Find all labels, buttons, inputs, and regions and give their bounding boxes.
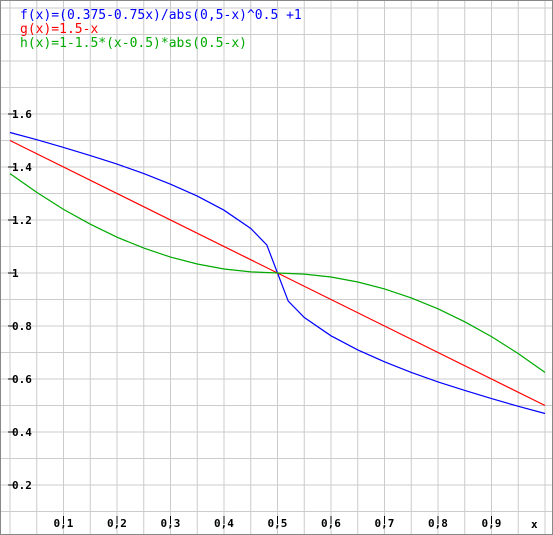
y-tick-label: 1 xyxy=(12,267,19,280)
series-line-3 xyxy=(9,173,546,373)
legend-entry-2: g(x)=1.5-x xyxy=(20,22,98,37)
legend: f(x)=(0.375-0.75x)/abs(0,5-x)^0.5 +1g(x)… xyxy=(20,8,302,51)
x-axis-label: x xyxy=(531,518,538,531)
x-tick-label: 0,8 xyxy=(428,517,448,530)
legend-entry-1: f(x)=(0.375-0.75x)/abs(0,5-x)^0.5 +1 xyxy=(20,8,302,23)
y-tick-label: 0.8 xyxy=(12,320,32,333)
x-tick-label: 0,5 xyxy=(268,517,288,530)
tick-labels: 0.2 0.4 0.6 0.8 1 1.2 1.4 1.6 0,1 0,2 0,3 0,4 0,5 0,6… xyxy=(8,108,538,531)
x-tick-label: 0,4 xyxy=(214,517,234,530)
x-tick-label: 0,3 xyxy=(161,517,181,530)
x-tick-label: 0,7 xyxy=(375,517,395,530)
x-tick-label: 0,6 xyxy=(321,517,341,530)
y-tick-label: 1.6 xyxy=(12,108,32,121)
y-tick-label: 0.2 xyxy=(12,479,32,492)
y-tick-label: 0.6 xyxy=(12,373,32,386)
legend-entry-3: h(x)=1-1.5*(x-0.5)*abs(0.5-x) xyxy=(20,36,247,51)
x-tick-label: 0,9 xyxy=(482,517,502,530)
y-tick-label: 0.4 xyxy=(12,426,32,439)
series-lines xyxy=(9,131,546,415)
y-tick-label: 1.2 xyxy=(12,214,32,227)
x-tick-label: 0,1 xyxy=(54,517,74,530)
y-tick-label: 1.4 xyxy=(12,161,32,174)
x-tick-label: 0,2 xyxy=(107,517,127,530)
